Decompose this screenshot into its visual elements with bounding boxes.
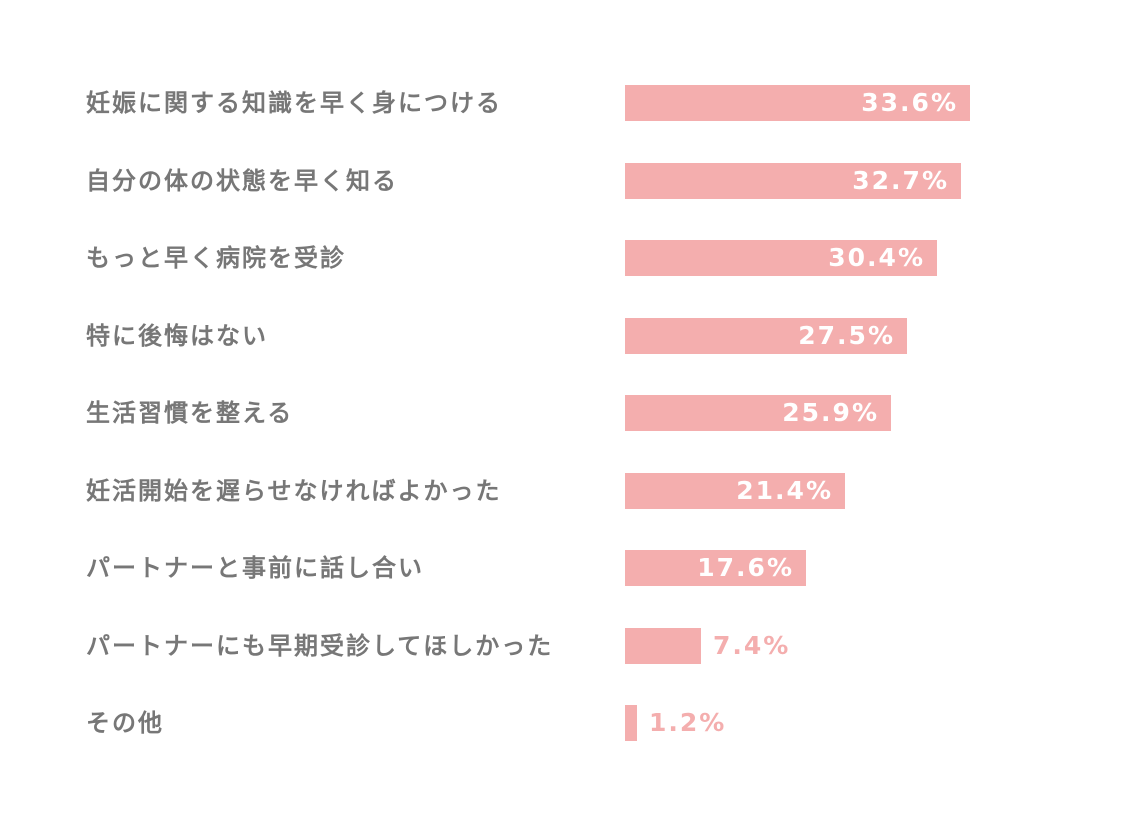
bar [625,395,891,431]
category-label: 自分の体の状態を早く知る [86,167,398,195]
category-label: パートナーと事前に話し合い [86,554,424,582]
value-label: 21.4% [736,476,833,505]
value-label: 25.9% [782,398,879,427]
category-label: 特に後悔はない [86,322,268,350]
category-label: その他 [86,709,164,737]
value-label: 30.4% [828,243,925,272]
category-label: 妊活開始を遅らせなければよかった [86,477,502,505]
value-label: 1.2% [649,708,727,737]
value-label: 17.6% [697,553,794,582]
category-label: パートナーにも早期受診してほしかった [86,632,554,660]
bar [625,473,845,509]
value-label: 32.7% [852,166,949,195]
bar [625,240,937,276]
value-label: 7.4% [713,631,791,660]
bar [625,318,907,354]
value-label: 33.6% [861,88,958,117]
bar [625,85,970,121]
category-label: もっと早く病院を受診 [86,244,346,272]
bar [625,628,701,664]
category-label: 妊娠に関する知識を早く身につける [86,89,502,117]
bar [625,705,637,741]
bar [625,550,806,586]
bar [625,163,961,199]
category-label: 生活習慣を整える [86,399,294,427]
value-label: 27.5% [798,321,895,350]
